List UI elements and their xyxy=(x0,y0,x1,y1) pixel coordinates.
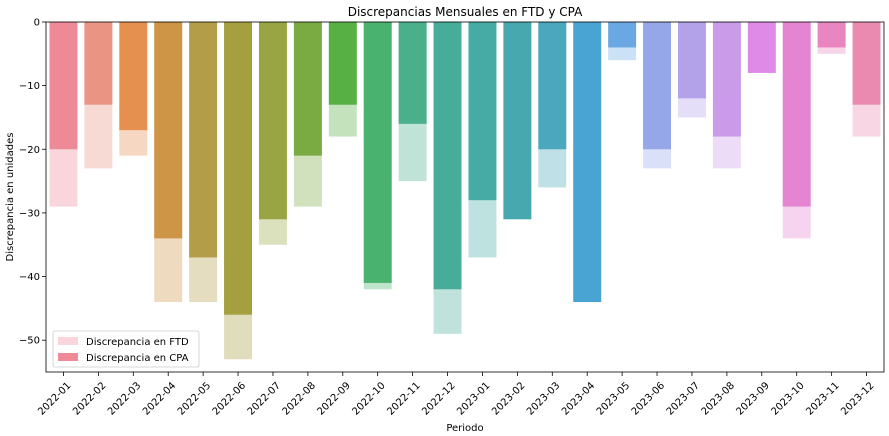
y-tick-label: −50 xyxy=(19,336,40,347)
legend-swatch-cpa xyxy=(58,353,78,361)
x-tick-label: 2023-07 xyxy=(665,380,702,417)
bar-cpa-2023-03 xyxy=(538,22,567,150)
y-tick-label: −20 xyxy=(19,145,40,156)
bar-cpa-2022-11 xyxy=(398,22,427,124)
x-tick-label: 2023-02 xyxy=(490,380,527,417)
legend-box xyxy=(52,330,200,368)
x-tick-label: 2022-01 xyxy=(36,380,73,417)
y-tick-label: −30 xyxy=(19,208,40,219)
x-tick-label: 2022-02 xyxy=(71,380,108,417)
x-tick-label: 2023-01 xyxy=(455,380,492,417)
x-tick-label: 2023-06 xyxy=(630,380,667,417)
bar-cpa-2023-11 xyxy=(817,22,846,48)
bar-cpa-2023-02 xyxy=(503,22,532,220)
bar-cpa-2023-05 xyxy=(608,22,637,48)
bar-cpa-2023-01 xyxy=(468,22,497,201)
x-tick-label: 2023-04 xyxy=(560,380,597,417)
bar-cpa-2023-06 xyxy=(643,22,672,150)
x-tick-label: 2023-08 xyxy=(700,380,737,417)
x-tick-label: 2022-10 xyxy=(350,380,387,417)
plot-frame xyxy=(45,21,885,373)
x-tick-label: 2023-11 xyxy=(804,380,841,417)
x-axis-title: Periodo xyxy=(446,423,483,434)
y-tick-label: −10 xyxy=(19,81,40,92)
x-tick-label: 2022-04 xyxy=(141,380,178,417)
series-cpa-bars xyxy=(49,22,881,315)
legend-swatch-ftd xyxy=(58,337,78,345)
x-tick-label: 2022-11 xyxy=(385,380,422,417)
x-tick-label: 2022-08 xyxy=(281,380,318,417)
bar-cpa-2022-05 xyxy=(189,22,218,258)
x-tick-label: 2023-12 xyxy=(839,380,876,417)
bar-cpa-2022-03 xyxy=(119,22,148,131)
bar-cpa-2022-01 xyxy=(49,22,78,150)
y-tick-label: 0 xyxy=(34,18,40,29)
x-axis: 2022-012022-022022-032022-042022-052022-… xyxy=(36,372,877,418)
x-tick-label: 2023-05 xyxy=(595,380,632,417)
x-tick-label: 2022-03 xyxy=(106,380,143,417)
x-tick-label: 2022-09 xyxy=(316,380,353,417)
bar-cpa-2022-12 xyxy=(433,22,462,290)
bar-cpa-2023-10 xyxy=(782,22,811,207)
x-tick-label: 2022-05 xyxy=(176,380,213,417)
bar-cpa-2023-09 xyxy=(747,22,776,73)
bar-cpa-2022-07 xyxy=(258,22,287,220)
chart-title: Discrepancias Mensuales en FTD y CPA xyxy=(348,5,583,19)
bar-cpa-2022-06 xyxy=(224,22,253,315)
x-tick-label: 2023-09 xyxy=(735,380,772,417)
x-tick-label: 2022-06 xyxy=(211,380,248,417)
bar-cpa-2023-08 xyxy=(712,22,741,137)
bar-cpa-2023-04 xyxy=(573,22,602,302)
legend-label-ftd: Discrepancia en FTD xyxy=(86,337,189,348)
bar-cpa-2022-02 xyxy=(84,22,113,105)
legend: Discrepancia en FTD Discrepancia en CPA xyxy=(52,330,200,368)
x-tick-label: 2023-10 xyxy=(769,380,806,417)
bar-cpa-2023-07 xyxy=(677,22,706,99)
bar-cpa-2022-08 xyxy=(293,22,322,156)
x-tick-label: 2022-07 xyxy=(246,380,283,417)
y-axis: 0 −10 −20 −30 −40 −50 xyxy=(19,18,46,347)
bar-cpa-2022-09 xyxy=(328,22,357,105)
bar-cpa-2022-10 xyxy=(363,22,392,283)
y-axis-title: Discrepancia en unidades xyxy=(5,133,16,262)
legend-label-cpa: Discrepancia en CPA xyxy=(86,353,189,364)
x-tick-label: 2022-12 xyxy=(420,380,457,417)
bar-cpa-2023-12 xyxy=(852,22,881,105)
x-tick-label: 2023-03 xyxy=(525,380,562,417)
bar-cpa-2022-04 xyxy=(154,22,183,239)
y-tick-label: −40 xyxy=(19,272,40,283)
